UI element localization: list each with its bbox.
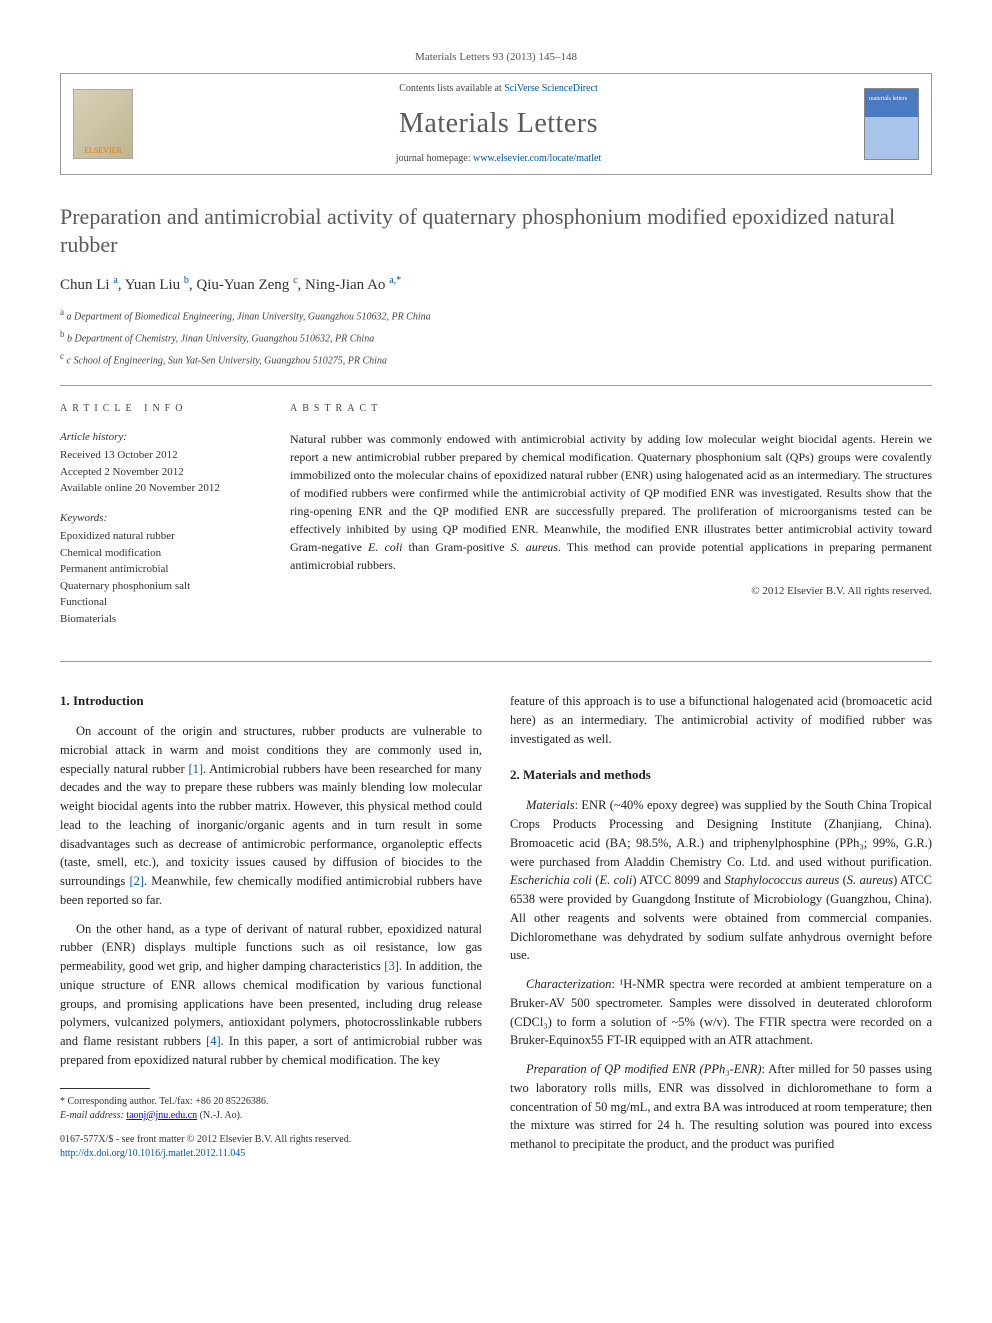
article-history: Article history: Received 13 October 201… bbox=[60, 430, 260, 497]
intro-paragraph-2: On the other hand, as a type of derivant… bbox=[60, 920, 482, 1070]
section-heading-intro: 1. Introduction bbox=[60, 692, 482, 710]
abstract-text: Natural rubber was commonly endowed with… bbox=[290, 430, 932, 574]
elsevier-label: ELSEVIER bbox=[84, 145, 122, 156]
divider bbox=[60, 385, 932, 386]
keyword: Epoxidized natural rubber bbox=[60, 528, 260, 545]
keyword: Chemical modification bbox=[60, 545, 260, 562]
section-heading-methods: 2. Materials and methods bbox=[510, 766, 932, 784]
methods-paragraph-3: Preparation of QP modified ENR (PPh₃-ENR… bbox=[510, 1060, 932, 1154]
elsevier-logo: ELSEVIER bbox=[73, 89, 133, 159]
history-online: Available online 20 November 2012 bbox=[60, 480, 260, 497]
email-line: E-mail address: taonj@jnu.edu.cn (N.-J. … bbox=[60, 1109, 482, 1123]
homepage-prefix: journal homepage: bbox=[396, 153, 473, 164]
info-abstract-row: ARTICLE INFO Article history: Received 1… bbox=[60, 402, 932, 641]
sciencedirect-link[interactable]: SciVerse ScienceDirect bbox=[504, 83, 598, 94]
ref-link[interactable]: [1] bbox=[188, 762, 203, 776]
methods-paragraph-1: Materials: ENR (~40% epoxy degree) was s… bbox=[510, 796, 932, 965]
keyword: Functional bbox=[60, 594, 260, 611]
corresp-email-link[interactable]: taonj@jnu.edu.cn bbox=[126, 1110, 197, 1121]
abstract-label: ABSTRACT bbox=[290, 402, 932, 416]
left-column: 1. Introduction On account of the origin… bbox=[60, 692, 482, 1164]
email-person: (N.-J. Ao). bbox=[200, 1110, 243, 1121]
affiliation-b: b b Department of Chemistry, Jinan Unive… bbox=[60, 328, 932, 346]
abstract-column: ABSTRACT Natural rubber was commonly end… bbox=[290, 402, 932, 641]
doi-link[interactable]: http://dx.doi.org/10.1016/j.matlet.2012.… bbox=[60, 1148, 245, 1159]
right-column: feature of this approach is to use a bif… bbox=[510, 692, 932, 1164]
email-label: E-mail address: bbox=[60, 1110, 124, 1121]
keyword: Permanent antimicrobial bbox=[60, 561, 260, 578]
ref-link[interactable]: [3] bbox=[384, 959, 399, 973]
page-container: Materials Letters 93 (2013) 145–148 ELSE… bbox=[0, 0, 992, 1214]
journal-name: Materials Letters bbox=[133, 104, 864, 143]
corresp-line: * Corresponding author. Tel./fax: +86 20… bbox=[60, 1095, 482, 1109]
ref-link[interactable]: [2] bbox=[129, 874, 144, 888]
keyword: Quaternary phosphonium salt bbox=[60, 578, 260, 595]
header-center: Contents lists available at SciVerse Sci… bbox=[133, 82, 864, 165]
affiliation-c: c c School of Engineering, Sun Yat-Sen U… bbox=[60, 350, 932, 368]
homepage-link[interactable]: www.elsevier.com/locate/matlet bbox=[473, 153, 601, 164]
article-info-column: ARTICLE INFO Article history: Received 1… bbox=[60, 402, 260, 641]
body-columns: 1. Introduction On account of the origin… bbox=[60, 692, 932, 1164]
article-info-label: ARTICLE INFO bbox=[60, 402, 260, 416]
contents-prefix: Contents lists available at bbox=[399, 83, 504, 94]
intro-paragraph-2-continued: feature of this approach is to use a bif… bbox=[510, 692, 932, 748]
article-title: Preparation and antimicrobial activity o… bbox=[60, 203, 932, 260]
journal-header: ELSEVIER Contents lists available at Sci… bbox=[60, 73, 932, 174]
keywords-head: Keywords: bbox=[60, 511, 260, 526]
affiliations: a a Department of Biomedical Engineering… bbox=[60, 306, 932, 369]
ref-link[interactable]: [4] bbox=[206, 1034, 221, 1048]
abstract-copyright: © 2012 Elsevier B.V. All rights reserved… bbox=[290, 584, 932, 599]
authors-list: Chun Li a, Yuan Liu b, Qiu-Yuan Zeng c, … bbox=[60, 274, 932, 296]
footnote-separator bbox=[60, 1088, 150, 1089]
journal-reference: Materials Letters 93 (2013) 145–148 bbox=[60, 50, 932, 65]
divider bbox=[60, 661, 932, 662]
corresponding-author-footnote: * Corresponding author. Tel./fax: +86 20… bbox=[60, 1095, 482, 1123]
affiliation-a: a a Department of Biomedical Engineering… bbox=[60, 306, 932, 324]
issn-line: 0167-577X/$ - see front matter © 2012 El… bbox=[60, 1133, 482, 1147]
history-accepted: Accepted 2 November 2012 bbox=[60, 464, 260, 481]
history-received: Received 13 October 2012 bbox=[60, 447, 260, 464]
bottom-metadata: 0167-577X/$ - see front matter © 2012 El… bbox=[60, 1133, 482, 1161]
keywords-block: Keywords: Epoxidized natural rubber Chem… bbox=[60, 511, 260, 627]
homepage-line: journal homepage: www.elsevier.com/locat… bbox=[133, 152, 864, 166]
intro-paragraph-1: On account of the origin and structures,… bbox=[60, 722, 482, 910]
methods-paragraph-2: Characterization: ¹H-NMR spectra were re… bbox=[510, 975, 932, 1050]
history-head: Article history: bbox=[60, 430, 260, 445]
header-left: ELSEVIER bbox=[73, 89, 133, 159]
journal-cover-thumbnail bbox=[864, 88, 919, 160]
keyword: Biomaterials bbox=[60, 611, 260, 628]
contents-available: Contents lists available at SciVerse Sci… bbox=[133, 82, 864, 96]
